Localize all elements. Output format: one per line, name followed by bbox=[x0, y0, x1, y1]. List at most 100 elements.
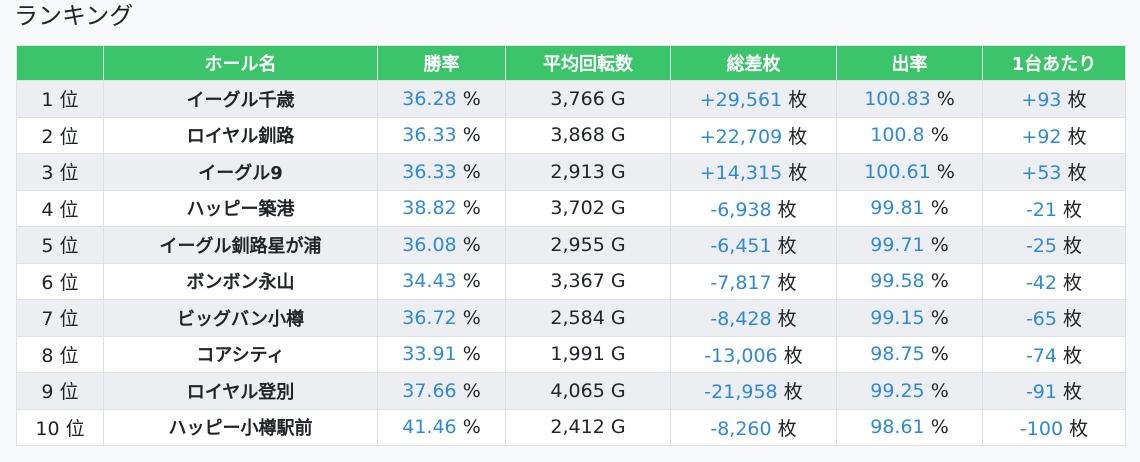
cell: 2,913 G bbox=[505, 153, 671, 191]
unit: % bbox=[930, 233, 949, 256]
value: -21 bbox=[1025, 198, 1057, 221]
value-cell: 100.8 % bbox=[836, 116, 983, 154]
unit: % bbox=[930, 343, 949, 366]
cell: 6 位 bbox=[16, 262, 104, 300]
unit: 枚 bbox=[1063, 198, 1083, 221]
unit: 枚 bbox=[788, 125, 808, 148]
table-row: 5 位イーグル釧路星が浦 36.08 % 2,955 G -6,451 枚 99.71 … bbox=[16, 226, 1126, 264]
value-cell: -6,938 枚 bbox=[670, 189, 837, 227]
value: 100.61 bbox=[864, 160, 931, 183]
hall-name: イーグル釧路星が浦 bbox=[103, 226, 378, 264]
value: 38.82 bbox=[402, 197, 457, 220]
value-cell: -74 枚 bbox=[982, 335, 1126, 373]
value-cell: -25 枚 bbox=[982, 226, 1126, 264]
unit: 枚 bbox=[777, 235, 797, 258]
value-cell: 98.75 % bbox=[836, 335, 983, 373]
cell: 4,065 G bbox=[505, 372, 671, 410]
value-cell: -100 枚 bbox=[982, 408, 1126, 446]
value: +93 bbox=[1021, 89, 1062, 112]
unit: % bbox=[462, 416, 481, 439]
value: 36.33 bbox=[402, 124, 457, 147]
hall-name: ハッピー築港 bbox=[103, 189, 378, 227]
value: 34.43 bbox=[402, 270, 457, 293]
cell: 2 位 bbox=[16, 116, 104, 154]
cell: 2,412 G bbox=[505, 408, 671, 446]
unit: 枚 bbox=[1067, 125, 1087, 148]
header-cell: 出率 bbox=[836, 45, 983, 81]
value-cell: -65 枚 bbox=[982, 299, 1126, 337]
table-row: 4 位ハッピー築港 38.82 % 3,702 G -6,938 枚 99.81 % -2… bbox=[16, 189, 1126, 227]
value: 99.25 bbox=[870, 379, 925, 402]
value-cell: -7,817 枚 bbox=[670, 262, 837, 300]
table-body: 1 位イーグル千歳 36.28 % 3,766 G +29,561 枚 100.83 %… bbox=[16, 80, 1126, 446]
unit: % bbox=[936, 87, 955, 110]
unit: 枚 bbox=[1063, 308, 1083, 331]
value-cell: 100.83 % bbox=[836, 80, 983, 118]
table-row: 8 位コアシティ 33.91 % 1,991 G -13,006 枚 98.75 % -7… bbox=[16, 335, 1126, 373]
unit: % bbox=[930, 306, 949, 329]
value: +53 bbox=[1021, 162, 1062, 185]
cell: 2,955 G bbox=[505, 226, 671, 264]
header-cell: 勝率 bbox=[377, 45, 506, 81]
value-cell: 34.43 % bbox=[377, 262, 506, 300]
value: -6,938 bbox=[710, 198, 772, 221]
value-cell: 99.71 % bbox=[836, 226, 983, 264]
value-cell: -21,958 枚 bbox=[670, 372, 837, 410]
table-row: 2 位ロイヤル釧路 36.33 % 3,868 G +22,709 枚 100.8 % +… bbox=[16, 116, 1126, 154]
ranking-table: ホール名 勝率 平均回転数 総差枚 出率 1台あたり 1 位イーグル千歳 36.28 % 3,… bbox=[16, 45, 1126, 446]
table-row: 3 位イーグル9 36.33 % 2,913 G +14,315 枚 100.61 % +… bbox=[16, 153, 1126, 191]
cell: 5 位 bbox=[16, 226, 104, 264]
table-row: 7 位ビッグバン小樽 36.72 % 2,584 G -8,428 枚 99.15 % -… bbox=[16, 299, 1126, 337]
value-cell: 36.33 % bbox=[377, 153, 506, 191]
value: 99.15 bbox=[870, 306, 925, 329]
header-cell: 平均回転数 bbox=[505, 45, 671, 81]
value-cell: 36.33 % bbox=[377, 116, 506, 154]
page-title: ランキング bbox=[14, 2, 134, 30]
value-cell: +92 枚 bbox=[982, 116, 1126, 154]
unit: % bbox=[462, 197, 481, 220]
value: +14,315 bbox=[699, 162, 783, 185]
cell: 1,991 G bbox=[505, 335, 671, 373]
unit: 枚 bbox=[1063, 271, 1083, 294]
value-cell: +22,709 枚 bbox=[670, 116, 837, 154]
value-cell: -8,260 枚 bbox=[670, 408, 837, 446]
unit: % bbox=[462, 160, 481, 183]
unit: 枚 bbox=[777, 417, 797, 440]
value: +22,709 bbox=[699, 125, 783, 148]
cell: 2,584 G bbox=[505, 299, 671, 337]
header-cell: ホール名 bbox=[103, 45, 378, 81]
value: 36.33 bbox=[402, 160, 457, 183]
value-cell: 98.61 % bbox=[836, 408, 983, 446]
table-row: 1 位イーグル千歳 36.28 % 3,766 G +29,561 枚 100.83 %… bbox=[16, 80, 1126, 118]
value: -74 bbox=[1025, 344, 1057, 367]
value-cell: 99.81 % bbox=[836, 189, 983, 227]
unit: % bbox=[462, 233, 481, 256]
value-cell: -6,451 枚 bbox=[670, 226, 837, 264]
value-cell: 99.25 % bbox=[836, 372, 983, 410]
unit: 枚 bbox=[777, 308, 797, 331]
hall-name: コアシティ bbox=[103, 335, 378, 373]
value: 36.72 bbox=[402, 306, 457, 329]
unit: 枚 bbox=[1069, 417, 1089, 440]
cell: 3,766 G bbox=[505, 80, 671, 118]
value-cell: +14,315 枚 bbox=[670, 153, 837, 191]
value: 37.66 bbox=[402, 379, 457, 402]
value: 41.46 bbox=[402, 416, 457, 439]
unit: % bbox=[462, 343, 481, 366]
value: 36.08 bbox=[402, 233, 457, 256]
unit: 枚 bbox=[1063, 235, 1083, 258]
value: 99.58 bbox=[870, 270, 925, 293]
table-row: 9 位ロイヤル登別 37.66 % 4,065 G -21,958 枚 99.25 % -… bbox=[16, 372, 1126, 410]
unit: 枚 bbox=[1063, 381, 1083, 404]
value: -8,428 bbox=[710, 308, 772, 331]
value-cell: 33.91 % bbox=[377, 335, 506, 373]
hall-name: ボンボン永山 bbox=[103, 262, 378, 300]
value: -42 bbox=[1025, 271, 1057, 294]
value: -21,958 bbox=[704, 381, 778, 404]
value: -65 bbox=[1025, 308, 1057, 331]
value: 100.8 bbox=[870, 124, 925, 147]
value: +92 bbox=[1021, 125, 1062, 148]
value: 98.75 bbox=[870, 343, 925, 366]
value: 99.81 bbox=[870, 197, 925, 220]
unit: 枚 bbox=[783, 381, 803, 404]
